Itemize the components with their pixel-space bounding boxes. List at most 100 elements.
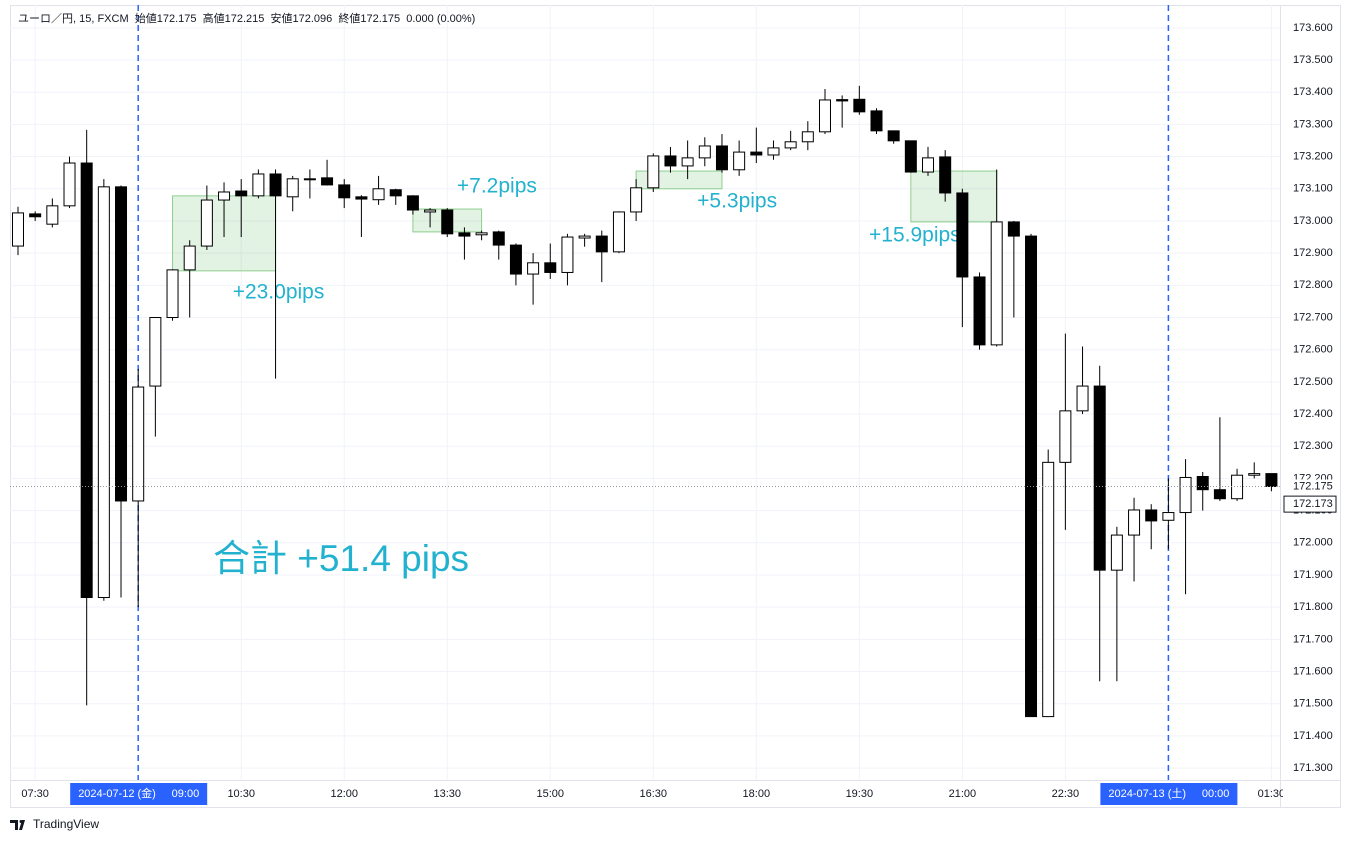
candle-body: [630, 187, 643, 213]
date-label-box: [1100, 783, 1238, 805]
candle-body: [149, 317, 162, 387]
candle-body: [97, 186, 110, 599]
candle-body: [200, 199, 213, 247]
candle-body: [286, 178, 299, 198]
candle-body: [698, 145, 711, 159]
y-tick-label: 173.300: [1293, 118, 1333, 130]
x-tick-label: 09:00: [172, 788, 200, 800]
price-marker-box: [1283, 495, 1337, 513]
candle-body: [166, 269, 179, 319]
y-tick-label: 173.100: [1293, 183, 1333, 195]
y-tick-label: 172.400: [1293, 408, 1333, 420]
y-tick-label: 173.400: [1293, 86, 1333, 98]
candle-body: [1179, 476, 1192, 514]
candle-body: [183, 245, 196, 271]
candle-body: [1265, 473, 1278, 487]
candle-body: [922, 157, 935, 173]
total-label: 合計 +51.4 pips: [213, 538, 469, 579]
candle-body: [492, 231, 505, 246]
y-tick-label: 172.000: [1293, 537, 1333, 549]
x-tick-label: 18:00: [743, 788, 771, 800]
candle-body: [647, 155, 660, 189]
candle-body: [1248, 473, 1261, 476]
candle-body: [269, 173, 282, 197]
profit-label: +15.9pips: [869, 224, 961, 247]
candle-body: [904, 140, 917, 173]
x-tick-label: 12:00: [330, 788, 358, 800]
candle-body: [1059, 410, 1072, 463]
candle-body: [1042, 461, 1055, 718]
candle-body: [132, 386, 145, 502]
y-tick-label: 172.800: [1293, 279, 1333, 291]
candle-body: [887, 130, 900, 142]
candle-body: [1025, 235, 1038, 718]
candle-body: [46, 205, 59, 225]
y-tick-label: 171.900: [1293, 569, 1333, 581]
candle-body: [767, 147, 780, 156]
price-marker-bg: [1282, 479, 1338, 494]
candle-body: [372, 188, 385, 201]
candle-body: [355, 196, 368, 200]
candle-body: [561, 236, 574, 273]
x-tick-label: 07:30: [21, 788, 49, 800]
y-tick-label: 172.500: [1293, 376, 1333, 388]
profit-label: +23.0pips: [233, 280, 325, 303]
x-tick-label: 13:30: [433, 788, 461, 800]
y-tick-label: 171.400: [1293, 730, 1333, 742]
candle-body: [750, 151, 763, 156]
y-tick-label: 173.000: [1293, 215, 1333, 227]
date-label: 2024-07-12 (金): [78, 786, 156, 800]
x-tick-label: 19:30: [846, 788, 874, 800]
candle-body: [509, 244, 522, 275]
tv-logo: [10, 820, 25, 830]
y-tick-label: 171.500: [1293, 698, 1333, 710]
candle-body: [612, 211, 625, 253]
x-tick-label: 16:30: [640, 788, 668, 800]
candle-body: [1213, 489, 1226, 500]
plot-area: +23.0pips +7.2pips +5.3pips +15.9pips 合計 +51…: [10, 85, 1280, 718]
y-tick-label: 173.200: [1293, 150, 1333, 162]
x-tick-label: 00:00: [1202, 788, 1230, 800]
candle-body: [1110, 534, 1123, 571]
candle-body: [424, 209, 437, 213]
candle-body: [1093, 385, 1106, 571]
grid: [10, 5, 1280, 780]
candle-body: [389, 189, 402, 197]
profit-label: +7.2pips: [457, 175, 537, 198]
candle-body: [1128, 509, 1141, 536]
candle-body: [544, 262, 557, 273]
candle-body: [406, 195, 419, 211]
x-tick-label: 15:00: [537, 788, 565, 800]
candle-body: [80, 162, 93, 599]
y-tick-label: 172.600: [1293, 344, 1333, 356]
candle-body: [12, 212, 24, 247]
y-tick-label: 172.300: [1293, 440, 1333, 452]
y-tick-label: 171.700: [1293, 633, 1333, 645]
time-axis: 07:30 2024-07-12 (金) 09:00 10:30 12:00 13:30 1…: [21, 783, 1286, 805]
y-tick-label: 173.500: [1293, 54, 1333, 66]
candle-body: [801, 131, 814, 143]
frame: [10, 5, 1341, 808]
candle-body: [1162, 512, 1175, 521]
candle-body: [303, 178, 316, 181]
y-tick-label: 171.800: [1293, 601, 1333, 613]
candle-body: [1076, 385, 1089, 412]
candle-body: [321, 177, 334, 186]
candle-body: [973, 276, 986, 346]
candle-body: [818, 99, 831, 133]
candle-body: [338, 184, 351, 199]
y-tick-label: 171.300: [1293, 762, 1333, 774]
candle-body: [1007, 221, 1020, 237]
x-tick-label: 01:30: [1258, 788, 1286, 800]
candle-body: [458, 232, 471, 237]
y-tick-label: 173.600: [1293, 22, 1333, 34]
candle-body: [527, 262, 540, 275]
candle-body: [63, 162, 76, 207]
candle-body: [956, 192, 969, 278]
date-label: 2024-07-13 (土): [1108, 787, 1186, 800]
candle-body: [939, 156, 952, 194]
candle-body: [578, 235, 591, 239]
y-tick-label: 171.600: [1293, 665, 1333, 677]
date-label-box: [70, 783, 208, 805]
candle-body: [664, 155, 677, 167]
